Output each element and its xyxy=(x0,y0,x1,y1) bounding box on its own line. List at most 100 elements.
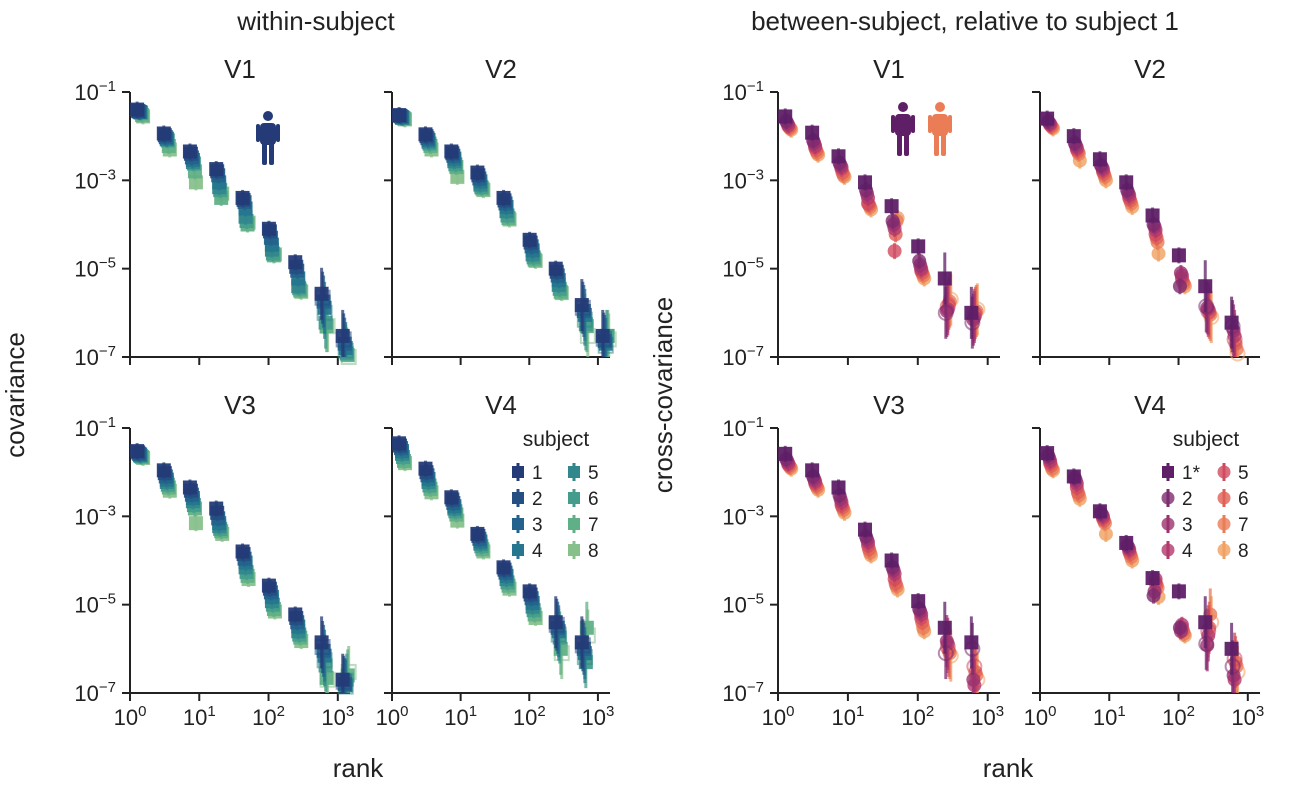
data-point xyxy=(912,253,927,268)
person-icon-subject-1-leg-left xyxy=(897,134,902,156)
data-point xyxy=(805,463,820,478)
panel-between-V4: V4 100 101 102 103 subject 1* 2 3 4 5 6 7 8 xyxy=(1024,390,1265,730)
data-point xyxy=(1145,571,1160,586)
x-tick-label: 100 xyxy=(376,703,409,730)
series-1* xyxy=(778,108,979,339)
group-title-between: between-subject, relative to subject 1 xyxy=(751,6,1179,36)
data-point xyxy=(1224,641,1239,656)
data-point xyxy=(778,446,793,461)
person-icon-subject-1-head xyxy=(898,102,908,112)
data-point xyxy=(964,305,979,320)
y-tick-label: 10−3 xyxy=(722,166,764,193)
data-point xyxy=(156,126,171,141)
person-icon-other-subject-head xyxy=(935,102,945,112)
data-point xyxy=(1171,584,1186,599)
data-point xyxy=(884,199,899,214)
y-tick-label: 10−5 xyxy=(74,255,116,282)
data-point xyxy=(314,286,329,301)
data-point xyxy=(574,298,589,313)
data-point xyxy=(392,108,407,123)
x-tick-label: 102 xyxy=(513,703,546,730)
data-point xyxy=(1172,279,1187,294)
data-point xyxy=(288,607,303,622)
data-point xyxy=(235,190,250,205)
legend-title: subject xyxy=(1173,428,1240,451)
data-point xyxy=(288,255,303,270)
data-point xyxy=(182,480,197,495)
person-icon-other-subject-torso xyxy=(932,114,948,136)
data-point xyxy=(496,190,511,205)
xlabel-within: rank xyxy=(333,753,385,783)
legend-label: 2 xyxy=(532,489,543,510)
data-point xyxy=(418,461,433,476)
data-point xyxy=(1092,504,1107,519)
panel-within-V2: V2 xyxy=(384,54,617,365)
data-point xyxy=(1119,175,1134,190)
panel-within-V3: V3 100 101 102 103 10−1 10−3 10−5 10−7 xyxy=(74,390,357,730)
panel-title: V3 xyxy=(224,390,256,420)
data-point xyxy=(335,672,350,687)
panel-title: V2 xyxy=(485,54,517,84)
data-point xyxy=(1066,469,1081,484)
xlabel-between: rank xyxy=(983,753,1035,783)
legend-marker xyxy=(1161,543,1175,557)
data-point xyxy=(522,232,537,247)
data-point xyxy=(261,578,276,593)
person-icon-other-subject-leg-right xyxy=(941,134,946,156)
series-1 xyxy=(392,107,610,357)
legend-marker xyxy=(512,492,524,504)
y-tick-label: 10−1 xyxy=(74,78,116,105)
legend-marker xyxy=(568,492,580,504)
panel-title: V4 xyxy=(485,390,517,420)
legend: subject 1 2 3 4 5 6 7 8 xyxy=(512,428,599,562)
data-point xyxy=(937,304,954,321)
data-point xyxy=(1119,535,1134,550)
data-point xyxy=(1171,248,1186,263)
data-point xyxy=(1172,620,1187,635)
data-point xyxy=(209,162,224,177)
data-point xyxy=(1151,246,1166,261)
data-point xyxy=(548,615,563,630)
ylabel-between: cross-covariance xyxy=(648,297,678,494)
x-tick-label: 103 xyxy=(1231,703,1264,730)
data-point xyxy=(885,214,900,229)
panel-within-V1: V1 10−1 10−3 10−5 10−7 xyxy=(74,54,357,370)
legend: subject 1* 2 3 4 5 6 7 8 xyxy=(1161,428,1249,562)
person-icon-other-subject-arm-left xyxy=(928,115,932,133)
series-1* xyxy=(1040,110,1239,349)
data-point xyxy=(1173,265,1188,280)
y-tick-label: 10−1 xyxy=(722,78,764,105)
data-point xyxy=(778,109,793,124)
data-point xyxy=(805,125,820,140)
person-icon-subject-1-torso xyxy=(260,123,276,145)
series-1* xyxy=(778,445,979,669)
person-icon-subject-1-arm-left xyxy=(891,115,895,133)
person-icon-other-subject-leg-left xyxy=(934,134,939,156)
group-title-within: within-subject xyxy=(236,6,395,36)
data-point xyxy=(1224,315,1239,330)
y-tick-label: 10−5 xyxy=(722,591,764,618)
data-point xyxy=(884,553,899,568)
data-point xyxy=(1040,111,1055,126)
data-point xyxy=(966,672,981,687)
legend-label: 7 xyxy=(588,515,599,536)
person-icon-subject-1-arm-right xyxy=(911,115,915,133)
x-tick-label: 100 xyxy=(114,703,147,730)
legend-label: 6 xyxy=(1238,489,1249,510)
series-4 xyxy=(1043,452,1242,693)
y-tick-label: 10−7 xyxy=(722,679,764,706)
legend-label: 3 xyxy=(1182,515,1193,536)
data-point xyxy=(496,560,511,575)
legend-label: 3 xyxy=(532,515,543,536)
panel-title: V1 xyxy=(873,54,905,84)
data-point xyxy=(831,480,846,495)
series-1 xyxy=(130,443,350,693)
data-point xyxy=(156,463,171,478)
y-tick-label: 10−1 xyxy=(74,414,116,441)
data-point xyxy=(548,261,563,276)
legend-label: 4 xyxy=(1182,541,1193,562)
data-point xyxy=(964,635,979,650)
y-tick-label: 10−1 xyxy=(722,414,764,441)
data-point xyxy=(444,490,459,505)
